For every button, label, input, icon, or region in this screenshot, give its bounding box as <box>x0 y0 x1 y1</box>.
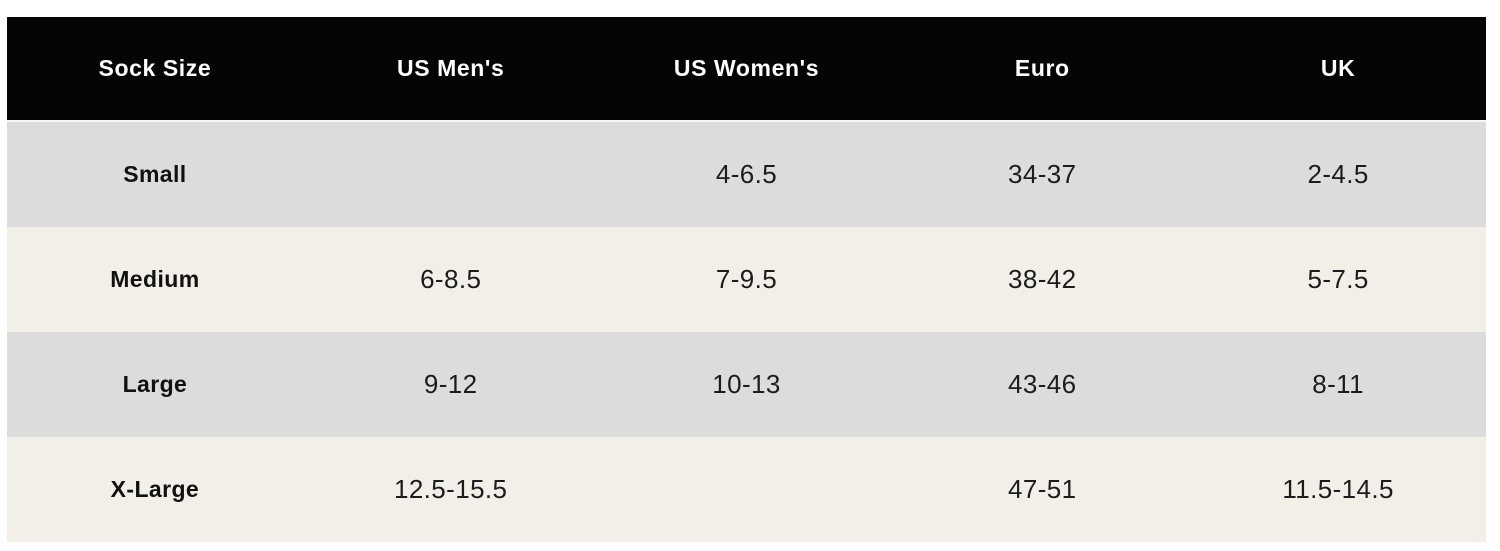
table-row-x-large: X-Large 12.5-15.5 47-51 11.5-14.5 <box>7 437 1486 542</box>
cell-us-mens: 6-8.5 <box>420 264 482 294</box>
table-header-row: Sock Size US Men's US Women's Euro UK <box>7 17 1486 122</box>
cell-euro: 38-42 <box>1008 264 1077 294</box>
sock-size-chart-table: Sock Size US Men's US Women's Euro UK Sm… <box>7 17 1486 542</box>
cell-us-womens <box>599 437 895 542</box>
header-cell-us-mens: US Men's <box>396 55 505 81</box>
cell-euro: 43-46 <box>1008 369 1077 399</box>
cell-us-womens: 4-6.5 <box>715 159 778 189</box>
row-label: X-Large <box>110 476 200 502</box>
cell-us-womens: 7-9.5 <box>715 264 778 294</box>
cell-us-womens: 10-13 <box>712 369 781 399</box>
header-cell-us-womens: US Women's <box>673 55 820 81</box>
cell-us-mens: 9-12 <box>423 369 478 399</box>
header-cell-euro: Euro <box>1014 55 1070 81</box>
cell-us-mens <box>303 122 599 227</box>
table-row-small: Small 4-6.5 34-37 2-4.5 <box>7 122 1486 227</box>
table-row-large: Large 9-12 10-13 43-46 8-11 <box>7 332 1486 437</box>
cell-uk: 11.5-14.5 <box>1282 474 1394 504</box>
cell-uk: 5-7.5 <box>1307 264 1369 294</box>
cell-euro: 47-51 <box>1008 474 1077 504</box>
header-cell-sock-size: Sock Size <box>98 55 212 81</box>
cell-us-mens: 12.5-15.5 <box>393 474 508 504</box>
table-row-medium: Medium 6-8.5 7-9.5 38-42 5-7.5 <box>7 227 1486 332</box>
header-cell-uk: UK <box>1320 55 1356 81</box>
row-label: Medium <box>110 266 200 292</box>
cell-uk: 8-11 <box>1312 369 1364 399</box>
row-label: Small <box>123 161 187 187</box>
row-label: Large <box>122 371 188 397</box>
cell-euro: 34-37 <box>1008 159 1077 189</box>
cell-uk: 2-4.5 <box>1307 159 1369 189</box>
